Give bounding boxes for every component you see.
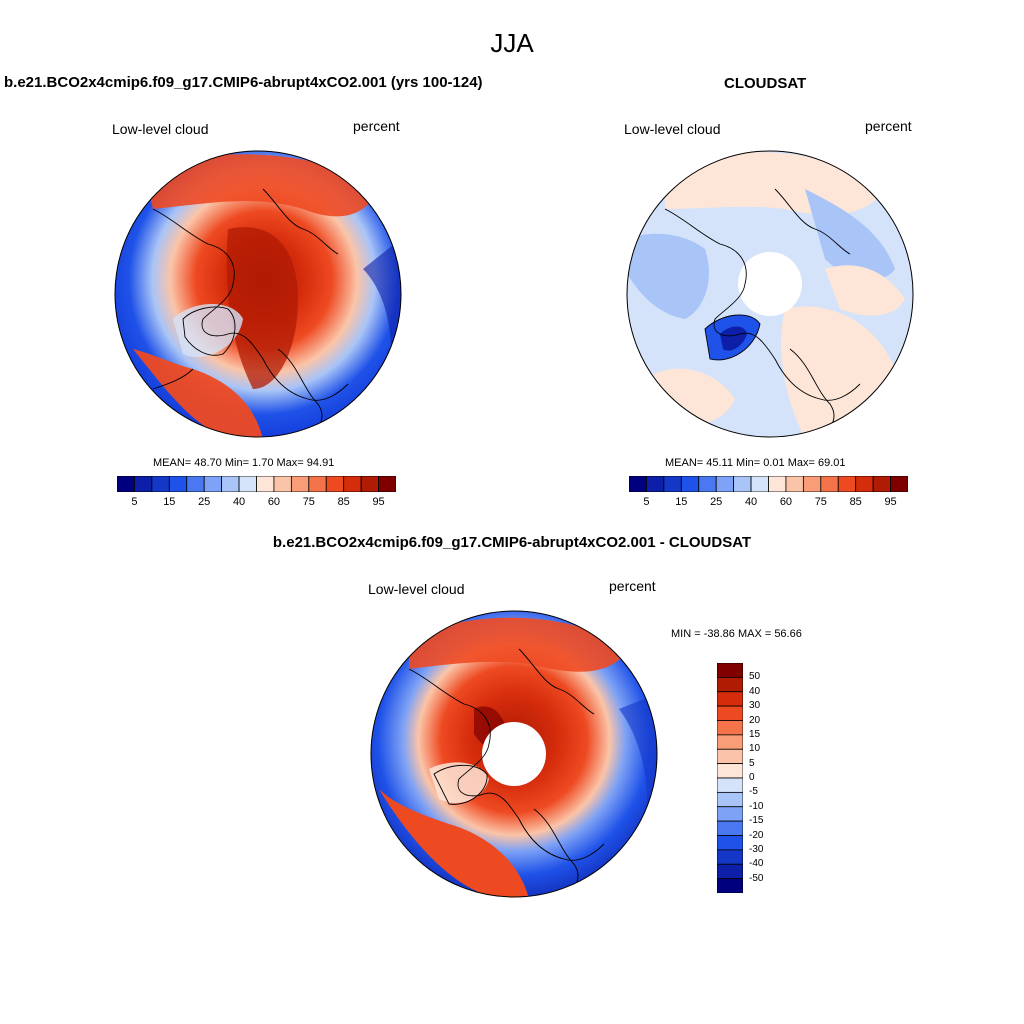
obs-colorbar-swatch <box>715 476 735 492</box>
obs-colorbar <box>629 476 908 492</box>
obs-colorbar-tick-label: 75 <box>814 496 827 508</box>
diff-colorbar-tick-label: -10 <box>749 800 764 812</box>
diff-colorbar-tick-label: -5 <box>749 786 758 798</box>
diff-variable-label: Low-level cloud <box>368 581 465 597</box>
obs-panel-title: CLOUDSAT <box>724 75 807 92</box>
obs-colorbar-swatch <box>785 476 804 492</box>
obs-colorbar-swatch <box>890 476 908 492</box>
diff-colorbar-swatch <box>717 777 743 793</box>
model-colorbar-swatch <box>290 476 310 492</box>
figure-season-title: JJA <box>490 28 534 58</box>
obs-polar-map <box>626 150 914 438</box>
diff-colorbar-swatch <box>717 863 743 880</box>
model-colorbar-tick-label: 85 <box>337 496 350 508</box>
model-colorbar-swatch <box>273 476 292 492</box>
model-colorbar-swatch <box>238 476 257 492</box>
diff-stats: MIN = -38.86 MAX = 56.66 <box>671 628 802 640</box>
model-colorbar-tick-label: 5 <box>131 496 138 508</box>
diff-colorbar <box>717 663 743 893</box>
diff-colorbar-swatch <box>717 806 743 822</box>
model-colorbar-swatch <box>117 476 135 492</box>
obs-colorbar-swatch <box>663 476 682 492</box>
model-colorbar-swatch <box>343 476 362 492</box>
model-colorbar-swatch <box>378 476 396 492</box>
obs-colorbar-swatch <box>750 476 769 492</box>
obs-colorbar-swatch <box>629 476 647 492</box>
diff-colorbar-tick-label: -40 <box>749 858 764 870</box>
diff-colorbar-tick-label: -15 <box>749 815 764 827</box>
model-colorbar-swatch <box>134 476 153 492</box>
model-colorbar-swatch <box>360 476 379 492</box>
obs-colorbar-tick-label: 5 <box>643 496 650 508</box>
obs-colorbar-swatch <box>698 476 717 492</box>
model-colorbar <box>117 476 396 492</box>
obs-variable-label: Low-level cloud <box>624 121 721 137</box>
model-panel-title: b.e21.BCO2x4cmip6.f09_g17.CMIP6-abrupt4x… <box>4 74 483 91</box>
diff-colorbar-tick-label: 20 <box>749 714 761 726</box>
diff-colorbar-swatch <box>717 820 743 836</box>
diff-units-label: percent <box>609 578 656 594</box>
diff-colorbar-tick-label: -50 <box>749 872 764 884</box>
model-colorbar-swatch <box>168 476 188 492</box>
diff-colorbar-tick-label: 30 <box>749 700 761 712</box>
diff-colorbar-swatch <box>717 676 743 693</box>
diff-colorbar-swatch <box>717 663 743 678</box>
diff-colorbar-swatch <box>717 691 743 707</box>
obs-colorbar-tick-label: 85 <box>849 496 862 508</box>
model-colorbar-tick-label: 95 <box>372 496 385 508</box>
diff-colorbar-swatch <box>717 763 743 779</box>
diff-colorbar-swatch <box>717 734 743 750</box>
obs-colorbar-swatch <box>680 476 700 492</box>
model-colorbar-tick-label: 15 <box>163 496 176 508</box>
model-colorbar-swatch <box>221 476 240 492</box>
diff-colorbar-swatch <box>717 705 743 721</box>
obs-colorbar-swatch <box>768 476 787 492</box>
obs-colorbar-tick-label: 25 <box>710 496 723 508</box>
model-variable-label: Low-level cloud <box>112 121 209 137</box>
obs-colorbar-swatch <box>733 476 752 492</box>
obs-colorbar-tick-label: 40 <box>744 496 758 508</box>
model-colorbar-swatch <box>151 476 170 492</box>
obs-colorbar-swatch <box>820 476 839 492</box>
diff-colorbar-swatch <box>717 835 743 851</box>
diff-colorbar-tick-label: -30 <box>749 843 764 855</box>
model-colorbar-tick-label: 60 <box>267 496 281 508</box>
model-colorbar-tick-label: 25 <box>198 496 211 508</box>
obs-colorbar-swatch <box>646 476 665 492</box>
obs-stats: MEAN= 45.11 Min= 0.01 Max= 69.01 <box>665 457 846 469</box>
model-colorbar-swatch <box>186 476 205 492</box>
model-colorbar-swatch <box>325 476 345 492</box>
diff-colorbar-swatch <box>717 791 743 808</box>
diff-colorbar-tick-label: 10 <box>749 743 761 755</box>
obs-colorbar-tick-label: 60 <box>779 496 793 508</box>
diff-colorbar-swatch <box>717 878 743 893</box>
model-colorbar-tick-label: 40 <box>232 496 246 508</box>
obs-units-label: percent <box>865 118 912 134</box>
obs-colorbar-swatch <box>872 476 891 492</box>
model-polar-map <box>114 150 402 438</box>
obs-colorbar-tick-label: 95 <box>884 496 897 508</box>
model-units-label: percent <box>353 118 400 134</box>
obs-colorbar-tick-label: 15 <box>675 496 688 508</box>
model-colorbar-swatch <box>203 476 223 492</box>
diff-colorbar-tick-label: 50 <box>749 671 761 683</box>
diff-colorbar-swatch <box>717 720 743 736</box>
model-colorbar-tick-label: 75 <box>302 496 315 508</box>
diff-panel-title: b.e21.BCO2x4cmip6.f09_g17.CMIP6-abrupt4x… <box>272 534 752 551</box>
diff-colorbar-swatch <box>717 748 743 765</box>
diff-colorbar-tick-label: 40 <box>749 685 761 697</box>
diff-colorbar-tick-label: 15 <box>749 728 761 740</box>
diff-colorbar-tick-label: -20 <box>749 829 764 841</box>
model-stats: MEAN= 48.70 Min= 1.70 Max= 94.91 <box>153 457 335 469</box>
diff-colorbar-tick-label: 5 <box>749 757 755 769</box>
obs-colorbar-swatch <box>802 476 822 492</box>
model-colorbar-swatch <box>256 476 275 492</box>
model-colorbar-swatch <box>308 476 327 492</box>
obs-colorbar-swatch <box>837 476 857 492</box>
diff-colorbar-swatch <box>717 849 743 865</box>
diff-polar-map <box>370 610 658 898</box>
obs-colorbar-swatch <box>855 476 874 492</box>
diff-colorbar-tick-label: 0 <box>749 772 755 783</box>
